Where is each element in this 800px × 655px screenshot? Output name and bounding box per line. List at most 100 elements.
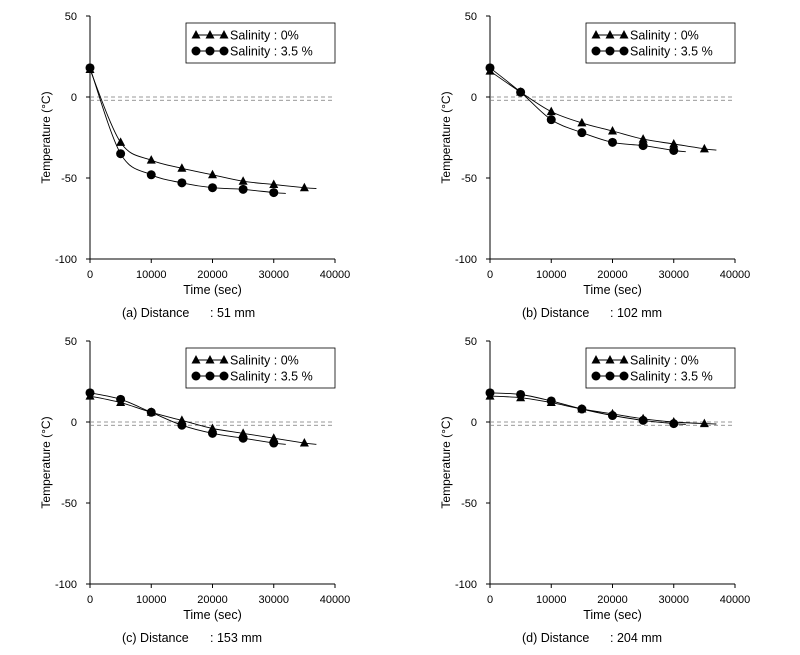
data-point — [208, 183, 217, 193]
y-tick-label: -100 — [55, 579, 77, 591]
data-point — [546, 106, 556, 116]
y-axis-title: Temperature (°C) — [39, 416, 53, 508]
x-axis-title: Time (sec) — [583, 283, 642, 297]
data-point — [577, 117, 587, 127]
x-tick-label: 20000 — [597, 269, 628, 281]
legend-marker — [619, 46, 629, 56]
data-point — [208, 169, 217, 179]
x-tick-label: 0 — [487, 269, 493, 281]
y-tick-label: -100 — [55, 254, 77, 266]
data-point — [699, 143, 709, 153]
y-axis-title: Temperature (°C) — [39, 91, 53, 183]
x-tick-label: 30000 — [258, 594, 289, 606]
legend-label: Salinity : 3.5 % — [230, 45, 313, 59]
x-tick-label: 30000 — [658, 594, 689, 606]
data-point — [146, 170, 156, 180]
y-tick-label: 50 — [465, 336, 477, 348]
y-tick-label: -100 — [455, 254, 477, 266]
x-tick-label: 0 — [487, 594, 493, 606]
legend-marker — [205, 46, 215, 56]
legend-marker — [191, 46, 201, 56]
legend-box — [185, 22, 336, 64]
x-tick-label: 40000 — [720, 594, 751, 606]
data-point — [116, 149, 126, 159]
data-point — [669, 419, 679, 429]
series-line-salinity-3-5 — [489, 67, 686, 153]
legend-marker — [591, 371, 601, 381]
legend-marker — [191, 30, 201, 39]
data-point — [638, 415, 648, 425]
legend-marker — [219, 30, 229, 39]
x-tick-label: 30000 — [258, 269, 289, 281]
data-point — [546, 396, 556, 406]
data-point — [238, 184, 248, 194]
panel-caption-label: (c) Distance — [122, 631, 189, 645]
y-tick-label: -50 — [61, 498, 77, 510]
x-tick-label: 10000 — [536, 269, 567, 281]
y-axis-title: Temperature (°C) — [439, 416, 453, 508]
panel-caption-value: : 153 mm — [210, 631, 262, 645]
legend-marker — [191, 371, 201, 381]
x-tick-label: 40000 — [320, 594, 351, 606]
legend-box — [585, 347, 736, 389]
data-point — [85, 388, 95, 398]
data-point — [177, 178, 187, 188]
y-tick-label: -50 — [61, 173, 77, 185]
data-point — [116, 394, 126, 404]
data-point — [699, 418, 709, 428]
panel-b: 50 0 -50 -100 0 10000 20000 30000 40000 Time (sec… — [400, 0, 800, 330]
data-point — [299, 438, 309, 447]
legend-marker — [605, 30, 615, 39]
data-point — [638, 141, 648, 151]
y-tick-label: 0 — [71, 92, 77, 104]
legend-marker — [219, 355, 229, 364]
y-tick-label: 50 — [65, 11, 77, 23]
data-point — [669, 138, 679, 148]
series-line-salinity-0 — [89, 69, 317, 189]
data-point — [299, 182, 309, 192]
data-point — [238, 433, 248, 443]
data-point — [146, 155, 156, 164]
series-line-salinity-0 — [89, 395, 317, 445]
y-tick-label: -100 — [455, 579, 477, 591]
y-tick-label: -50 — [461, 173, 477, 185]
data-point — [116, 137, 126, 146]
x-tick-label: 10000 — [136, 269, 167, 281]
panel-c: 50 0 -50 -100 0 10000 20000 30000 40000 Time (sec… — [0, 325, 400, 655]
x-axis-title: Time (sec) — [183, 283, 242, 297]
x-tick-label: 0 — [87, 594, 93, 606]
data-point — [177, 163, 187, 172]
series-line-salinity-0 — [489, 70, 717, 151]
x-axis-title: Time (sec) — [583, 608, 642, 622]
x-tick-label: 10000 — [136, 594, 167, 606]
data-point — [485, 388, 495, 398]
legend-marker — [605, 46, 615, 56]
panel-caption-value: : 204 mm — [610, 631, 662, 645]
legend-marker — [591, 355, 601, 364]
x-tick-label: 40000 — [320, 269, 351, 281]
data-point — [269, 179, 279, 188]
y-tick-label: -50 — [461, 498, 477, 510]
chart-c-svg: 50 0 -50 -100 0 10000 20000 30000 40000 Time (sec… — [39, 336, 351, 645]
panel-caption-label: (d) Distance — [522, 631, 589, 645]
panel-a: 50 0 -50 -100 0 10000 20000 30000 40000 Time (sec… — [0, 0, 400, 330]
legend-marker — [619, 30, 629, 39]
y-tick-label: 0 — [471, 417, 477, 429]
y-axis-title: Temperature (°C) — [439, 91, 453, 183]
data-point — [577, 404, 587, 414]
chart-d-svg: 50 0 -50 -100 0 10000 20000 30000 40000 Time (sec… — [439, 336, 751, 645]
data-point — [238, 176, 248, 185]
data-point — [208, 428, 217, 438]
chart-b-svg: 50 0 -50 -100 0 10000 20000 30000 40000 Time (sec… — [439, 11, 750, 320]
series-line-salinity-3-5 — [89, 67, 286, 194]
data-point — [669, 145, 679, 155]
legend-marker — [619, 371, 629, 381]
panel-d: 50 0 -50 -100 0 10000 20000 30000 40000 Time (sec… — [400, 325, 800, 655]
legend-marker — [605, 355, 615, 364]
legend-marker — [205, 371, 215, 381]
chart-a-svg: 50 0 -50 -100 0 10000 20000 30000 40000 Time (sec… — [39, 11, 351, 320]
legend-label: Salinity : 0% — [630, 29, 699, 43]
x-tick-label: 30000 — [658, 269, 689, 281]
legend-label: Salinity : 0% — [230, 29, 299, 43]
y-tick-label: 0 — [71, 417, 77, 429]
